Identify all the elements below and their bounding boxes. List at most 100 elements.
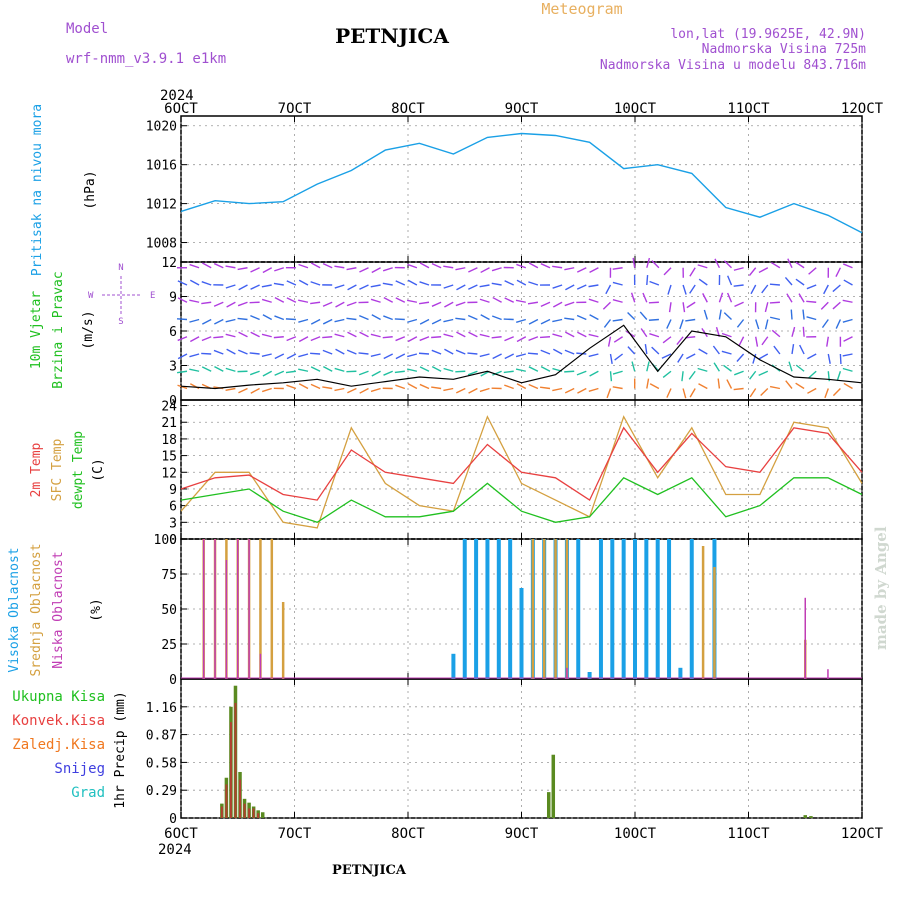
wind-arrow xyxy=(274,296,285,303)
wind-arrow xyxy=(527,301,539,305)
wind-arrow xyxy=(250,387,260,394)
wind-arrow xyxy=(455,370,466,373)
clouds-bar xyxy=(474,539,479,679)
wind-arrow xyxy=(201,352,212,355)
wind-arrow xyxy=(238,387,248,394)
wind-unit: (m/s) xyxy=(81,310,96,349)
wind-ytick-label: 6 xyxy=(169,325,177,340)
wind-arrow xyxy=(528,383,539,390)
clouds-bar xyxy=(701,546,705,679)
wind-arrow xyxy=(649,332,660,338)
wind-arrow xyxy=(238,284,248,291)
precipitation-bar xyxy=(243,803,246,818)
precipitation-ytick-label: 0.58 xyxy=(146,756,177,771)
clouds-bar xyxy=(542,539,546,679)
precip-ylabel: 1hr Precip (mm) xyxy=(113,691,128,808)
wind-arrow xyxy=(286,353,297,360)
wind-arrow xyxy=(382,282,393,286)
wind-arrow xyxy=(359,387,369,394)
wind-arrow xyxy=(419,366,430,372)
temperature-ytick-label: 3 xyxy=(169,516,177,531)
wind-arrow xyxy=(677,353,684,363)
wind-arrow xyxy=(395,336,406,342)
clouds-bar xyxy=(678,667,683,679)
wind-arrow xyxy=(189,368,200,372)
wind-arrow xyxy=(479,333,490,338)
pressure-ytick-label: 1020 xyxy=(146,120,177,135)
wind-arrow xyxy=(225,367,236,372)
compass-s: S xyxy=(118,317,123,327)
precipitation-bar xyxy=(229,722,232,818)
station-title: PETNJICA xyxy=(335,24,449,48)
clouds-bar xyxy=(508,539,513,679)
clouds-ytick-label: 50 xyxy=(161,603,177,618)
x-tick-label-bottom: 11OCT xyxy=(727,826,770,842)
wind-arrow xyxy=(383,353,394,360)
wind-arrow xyxy=(602,301,611,310)
wind-arrow xyxy=(750,284,757,295)
wind-arrow xyxy=(176,318,188,321)
wind-arrow xyxy=(824,388,829,399)
wind-arrow xyxy=(564,349,575,355)
wind-arrow xyxy=(225,387,236,392)
wind-arrow xyxy=(733,267,744,271)
wind-arrow xyxy=(250,331,260,338)
wind-arrow xyxy=(431,263,442,269)
wind-arrow xyxy=(261,333,272,338)
wind-arrow xyxy=(298,383,309,390)
wind-arrow xyxy=(431,318,442,325)
wind-arrow xyxy=(539,386,551,390)
wind-arrow xyxy=(771,261,781,269)
wind-arrow xyxy=(177,297,188,303)
clouds-bar xyxy=(621,539,626,679)
wind-arrow xyxy=(795,261,805,269)
wind-arrow xyxy=(347,331,357,338)
wind-arrow xyxy=(419,262,430,269)
wind-arrow xyxy=(359,331,369,338)
wind-arrow xyxy=(479,284,490,288)
wind-arrow xyxy=(718,292,724,303)
wind-arrow xyxy=(786,293,793,303)
wind-arrow xyxy=(479,353,490,358)
precip-legend-2: Zaledj.Kisa xyxy=(12,737,105,753)
wind-arrow xyxy=(806,316,817,321)
wind-arrow xyxy=(528,281,539,286)
wind-arrow xyxy=(310,336,321,342)
wind-arrow xyxy=(564,301,575,307)
wind-arrow xyxy=(310,262,321,269)
compass-w: W xyxy=(88,291,94,301)
wind-arrow xyxy=(443,318,454,323)
wind-arrow xyxy=(347,387,357,394)
wind-arrow xyxy=(261,387,272,393)
wind-arrow xyxy=(755,319,760,330)
elevation-label: Nadmorska Visina 725m xyxy=(702,42,867,57)
wind-arrow xyxy=(359,267,369,273)
wind-arrow xyxy=(238,349,248,355)
clouds-bar xyxy=(259,653,262,679)
wind-arrow xyxy=(748,267,757,276)
wind-arrow xyxy=(346,349,357,355)
wind-arrow xyxy=(714,258,721,269)
wind-arrow xyxy=(467,352,478,355)
wind-arrow xyxy=(382,336,393,339)
clouds-bar xyxy=(804,597,806,679)
wind-arrow xyxy=(322,386,333,390)
wind-arrow xyxy=(688,370,696,380)
wind-arrow xyxy=(237,317,248,321)
clouds-ytick-label: 100 xyxy=(154,533,177,548)
wind-arrow xyxy=(826,336,829,347)
wind-arrow xyxy=(491,282,502,286)
wind-arrow xyxy=(749,370,757,380)
x-tick-label-bottom: 10OCT xyxy=(614,826,657,842)
wind-arrow xyxy=(515,368,526,372)
wind-arrow xyxy=(274,353,285,360)
clouds-bar xyxy=(451,653,456,679)
temperature-ytick-label: 15 xyxy=(161,450,177,465)
wind-arrow xyxy=(640,328,648,338)
wind-arrow xyxy=(842,263,853,269)
clouds-bar xyxy=(270,539,274,679)
wind-arrow xyxy=(806,284,817,290)
wind-arrow xyxy=(261,353,272,357)
wind-arrow xyxy=(431,301,442,307)
